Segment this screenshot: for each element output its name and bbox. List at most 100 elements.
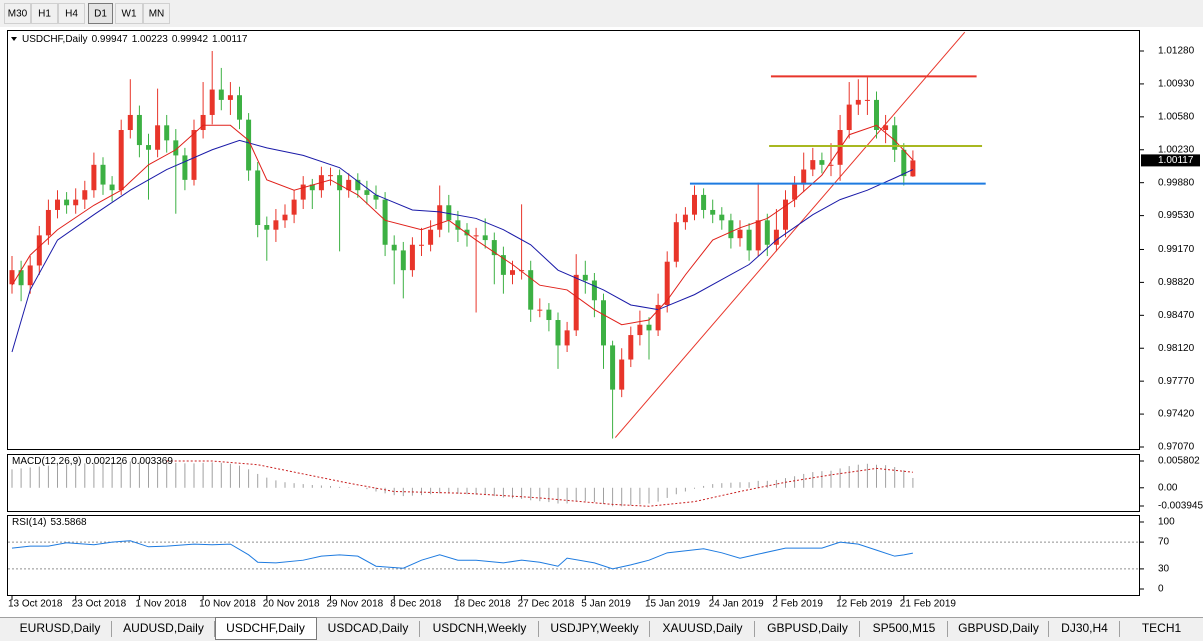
- candle-body: [628, 335, 634, 360]
- y-tick-label: 0.97070: [1158, 442, 1195, 453]
- tab-label: USDCHF,Daily: [226, 621, 305, 635]
- candle-body: [491, 240, 497, 256]
- chart-tab[interactable]: GBPUSD,Daily: [958, 621, 1049, 637]
- chart-tab[interactable]: EURUSD,Daily: [20, 621, 112, 637]
- candle-body: [91, 164, 97, 191]
- candle-body: [737, 229, 743, 239]
- chart-tab[interactable]: AUDUSD,Daily: [123, 621, 215, 637]
- moving-average: [11, 124, 914, 326]
- y-tick-label: 0.98120: [1158, 343, 1195, 354]
- candle-body: [755, 220, 761, 251]
- candle-body: [300, 184, 306, 200]
- candle-body: [282, 214, 288, 221]
- chart-tab[interactable]: DJ30,H4: [1061, 621, 1120, 637]
- button-label: M30: [8, 9, 28, 20]
- tab-bar: [0, 617, 1203, 641]
- candle-body: [127, 114, 133, 131]
- candle-body: [173, 140, 179, 156]
- candle-body: [73, 199, 79, 206]
- candle-body: [846, 104, 852, 131]
- y-tick-label: 1.00580: [1158, 111, 1195, 122]
- main-panel: [7, 30, 1140, 450]
- x-tick-label: 13 Oct 2018: [8, 599, 63, 610]
- button-face: [88, 3, 113, 24]
- candle-body: [255, 170, 261, 226]
- candle-body: [164, 125, 170, 141]
- y-tick-label: 0.98820: [1158, 277, 1195, 288]
- candle-body: [610, 345, 616, 390]
- timeframe-button[interactable]: M30: [4, 3, 31, 24]
- candle-body: [591, 280, 597, 301]
- chart-tab[interactable]: TECH1: [1142, 621, 1203, 637]
- tab-label: TECH1: [1142, 621, 1182, 635]
- timeframe-button[interactable]: W1: [115, 3, 143, 24]
- candle-body: [309, 184, 315, 191]
- candle-body: [191, 130, 197, 180]
- chart-tab[interactable]: SP500,M15: [873, 621, 948, 637]
- button-label: D1: [94, 9, 107, 20]
- candle-body: [45, 209, 51, 236]
- chart-tab[interactable]: GBPUSD,Daily: [767, 621, 860, 637]
- button-face: [143, 3, 170, 24]
- chart-tab[interactable]: XAUUSD,Daily: [662, 621, 755, 637]
- moving-average: [11, 139, 914, 353]
- candle-body: [582, 274, 588, 281]
- candle-body: [773, 229, 779, 245]
- x-tick-label: 10 Nov 2018: [199, 599, 256, 610]
- y-tick-label: 0.97770: [1158, 376, 1195, 387]
- toolbar: [0, 0, 1203, 27]
- tab-label: USDCNH,Weekly: [433, 621, 527, 635]
- x-tick-label: 2 Feb 2019: [772, 599, 823, 610]
- candle-body: [218, 89, 224, 100]
- y-tick-label: 0: [1158, 584, 1164, 595]
- candle-body: [573, 274, 579, 331]
- y-tick-label: 100: [1158, 517, 1175, 528]
- candle-body: [246, 119, 252, 171]
- y-tick-label: -0.003945: [1158, 501, 1203, 512]
- candle-body: [855, 99, 861, 105]
- y-tick-label: 0.99530: [1158, 210, 1195, 221]
- candle-body: [382, 199, 388, 245]
- tab-label: EURUSD,Daily: [20, 621, 101, 635]
- y-tick-label: 0.99170: [1158, 244, 1195, 255]
- x-tick-label: 15 Jan 2019: [645, 599, 700, 610]
- candle-body: [9, 270, 15, 285]
- x-tick-label: 1 Nov 2018: [135, 599, 187, 610]
- candle-body: [209, 89, 215, 115]
- button-label: W1: [122, 9, 137, 20]
- candle-body: [27, 265, 33, 286]
- timeframe-button[interactable]: MN: [143, 3, 170, 24]
- candle-body: [109, 184, 115, 191]
- candle-body: [264, 225, 270, 230]
- candle-body: [801, 169, 807, 185]
- x-tick-label: 20 Nov 2018: [263, 599, 320, 610]
- candle-body: [528, 270, 534, 310]
- timeframe-button[interactable]: H1: [31, 3, 58, 24]
- header-value: 1.00223: [132, 34, 169, 45]
- header-value: 0.99947: [92, 34, 129, 45]
- candle-body: [901, 149, 907, 177]
- candle-body: [619, 359, 625, 390]
- candle-body: [864, 99, 870, 101]
- chart-tab[interactable]: USDCNH,Weekly: [433, 621, 539, 637]
- candle-body: [373, 194, 379, 200]
- candle-body: [64, 199, 70, 206]
- y-tick-label: 1.00930: [1158, 79, 1195, 90]
- candle-body: [291, 199, 297, 215]
- x-tick-label: 29 Nov 2018: [327, 599, 384, 610]
- candle-body: [746, 229, 752, 251]
- button-label: H1: [38, 9, 51, 20]
- chart-tab[interactable]: USDCAD,Daily: [328, 621, 420, 637]
- timeframe-button[interactable]: D1: [88, 3, 113, 24]
- tab-label: USDCAD,Daily: [328, 621, 409, 635]
- candle-body: [792, 184, 798, 200]
- symbol: USDCHF,Daily: [22, 34, 88, 45]
- chart-tab[interactable]: USDJPY,Weekly: [550, 621, 650, 637]
- timeframe-button[interactable]: H4: [58, 3, 85, 24]
- chart-tab[interactable]: USDCHF,Daily: [215, 617, 317, 640]
- y-tick-label: 0.97420: [1158, 409, 1195, 420]
- candle-body: [428, 229, 434, 245]
- rsi-value: 53.5868: [50, 517, 87, 528]
